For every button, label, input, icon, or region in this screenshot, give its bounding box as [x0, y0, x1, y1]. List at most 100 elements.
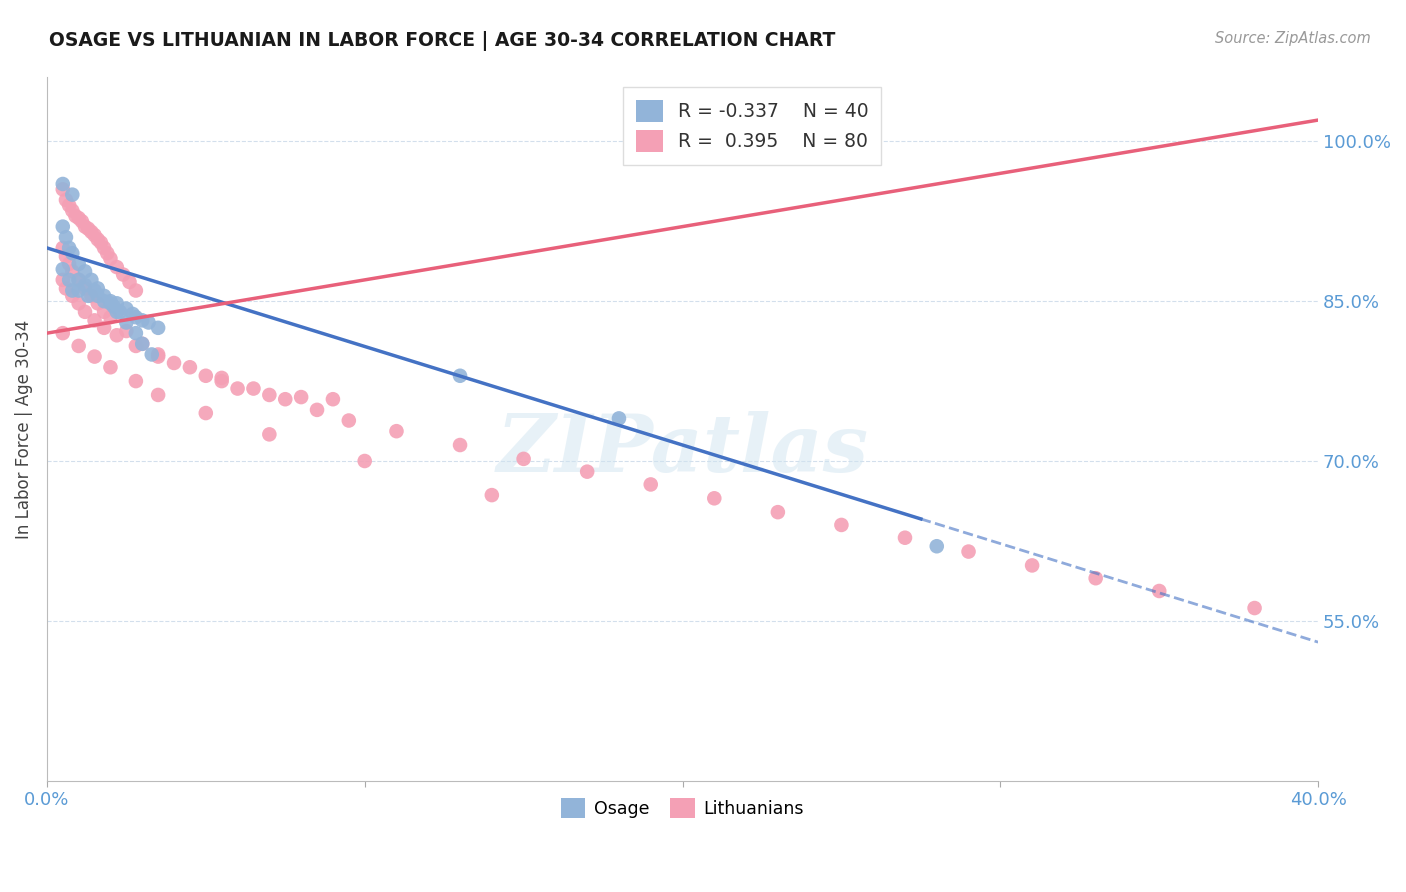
- Point: [125, 284, 148, 298]
- Point: [80, 273, 103, 287]
- Point: [77, 221, 100, 235]
- Point: [52, 262, 75, 277]
- Point: [67, 284, 90, 298]
- Text: OSAGE VS LITHUANIAN IN LABOR FORCE | AGE 30-34 CORRELATION CHART: OSAGE VS LITHUANIAN IN LABOR FORCE | AGE…: [49, 31, 835, 51]
- Point: [179, 360, 201, 375]
- Point: [118, 275, 141, 289]
- Point: [65, 209, 87, 223]
- Point: [96, 246, 118, 260]
- Point: [90, 235, 112, 250]
- Point: [131, 336, 153, 351]
- Text: Source: ZipAtlas.com: Source: ZipAtlas.com: [1215, 31, 1371, 46]
- Point: [67, 257, 90, 271]
- Point: [305, 402, 328, 417]
- Point: [194, 406, 217, 420]
- Point: [125, 374, 148, 388]
- Point: [105, 328, 128, 343]
- Point: [55, 193, 77, 207]
- Point: [52, 326, 75, 340]
- Point: [141, 347, 163, 361]
- Point: [125, 310, 148, 325]
- Point: [100, 296, 122, 310]
- Point: [703, 491, 725, 506]
- Point: [259, 427, 281, 442]
- Point: [131, 336, 153, 351]
- Point: [55, 249, 77, 263]
- Point: [830, 517, 852, 532]
- Point: [52, 182, 75, 196]
- Point: [87, 281, 110, 295]
- Point: [131, 313, 153, 327]
- Point: [125, 339, 148, 353]
- Point: [93, 241, 115, 255]
- Point: [55, 230, 77, 244]
- Point: [105, 305, 128, 319]
- Point: [449, 438, 471, 452]
- Text: ZIPatlas: ZIPatlas: [496, 411, 869, 489]
- Point: [83, 228, 105, 243]
- Point: [385, 424, 408, 438]
- Point: [73, 264, 96, 278]
- Point: [58, 241, 80, 255]
- Point: [449, 368, 471, 383]
- Point: [87, 289, 110, 303]
- Point: [100, 360, 122, 375]
- Point: [512, 451, 534, 466]
- Point: [115, 324, 138, 338]
- Point: [259, 388, 281, 402]
- Point: [87, 232, 110, 246]
- Point: [146, 350, 169, 364]
- Point: [100, 252, 122, 266]
- Point: [112, 268, 135, 282]
- Point: [67, 296, 90, 310]
- Point: [67, 339, 90, 353]
- Point: [58, 257, 80, 271]
- Point: [87, 296, 110, 310]
- Point: [211, 371, 233, 385]
- Point: [1243, 601, 1265, 615]
- Legend: Osage, Lithuanians: Osage, Lithuanians: [554, 791, 811, 825]
- Point: [290, 390, 312, 404]
- Point: [60, 187, 83, 202]
- Point: [93, 294, 115, 309]
- Point: [52, 219, 75, 234]
- Point: [121, 307, 143, 321]
- Point: [211, 374, 233, 388]
- Point: [83, 284, 105, 298]
- Point: [353, 454, 375, 468]
- Y-axis label: In Labor Force | Age 30-34: In Labor Force | Age 30-34: [15, 319, 32, 539]
- Point: [67, 273, 90, 287]
- Point: [60, 246, 83, 260]
- Point: [146, 388, 169, 402]
- Point: [60, 264, 83, 278]
- Point: [60, 284, 83, 298]
- Point: [1021, 558, 1043, 573]
- Point: [115, 301, 138, 316]
- Point: [766, 505, 789, 519]
- Point: [1147, 584, 1170, 599]
- Point: [125, 326, 148, 340]
- Point: [103, 300, 125, 314]
- Point: [52, 241, 75, 255]
- Point: [640, 477, 662, 491]
- Point: [481, 488, 503, 502]
- Point: [105, 260, 128, 274]
- Point: [105, 296, 128, 310]
- Point: [138, 316, 160, 330]
- Point: [957, 544, 980, 558]
- Point: [77, 289, 100, 303]
- Point: [80, 289, 103, 303]
- Point: [55, 281, 77, 295]
- Point: [67, 211, 90, 225]
- Point: [894, 531, 917, 545]
- Point: [93, 305, 115, 319]
- Point: [70, 214, 93, 228]
- Point: [80, 225, 103, 239]
- Point: [60, 289, 83, 303]
- Point: [73, 219, 96, 234]
- Point: [607, 411, 630, 425]
- Point: [73, 305, 96, 319]
- Point: [58, 273, 80, 287]
- Point: [163, 356, 186, 370]
- Point: [73, 278, 96, 293]
